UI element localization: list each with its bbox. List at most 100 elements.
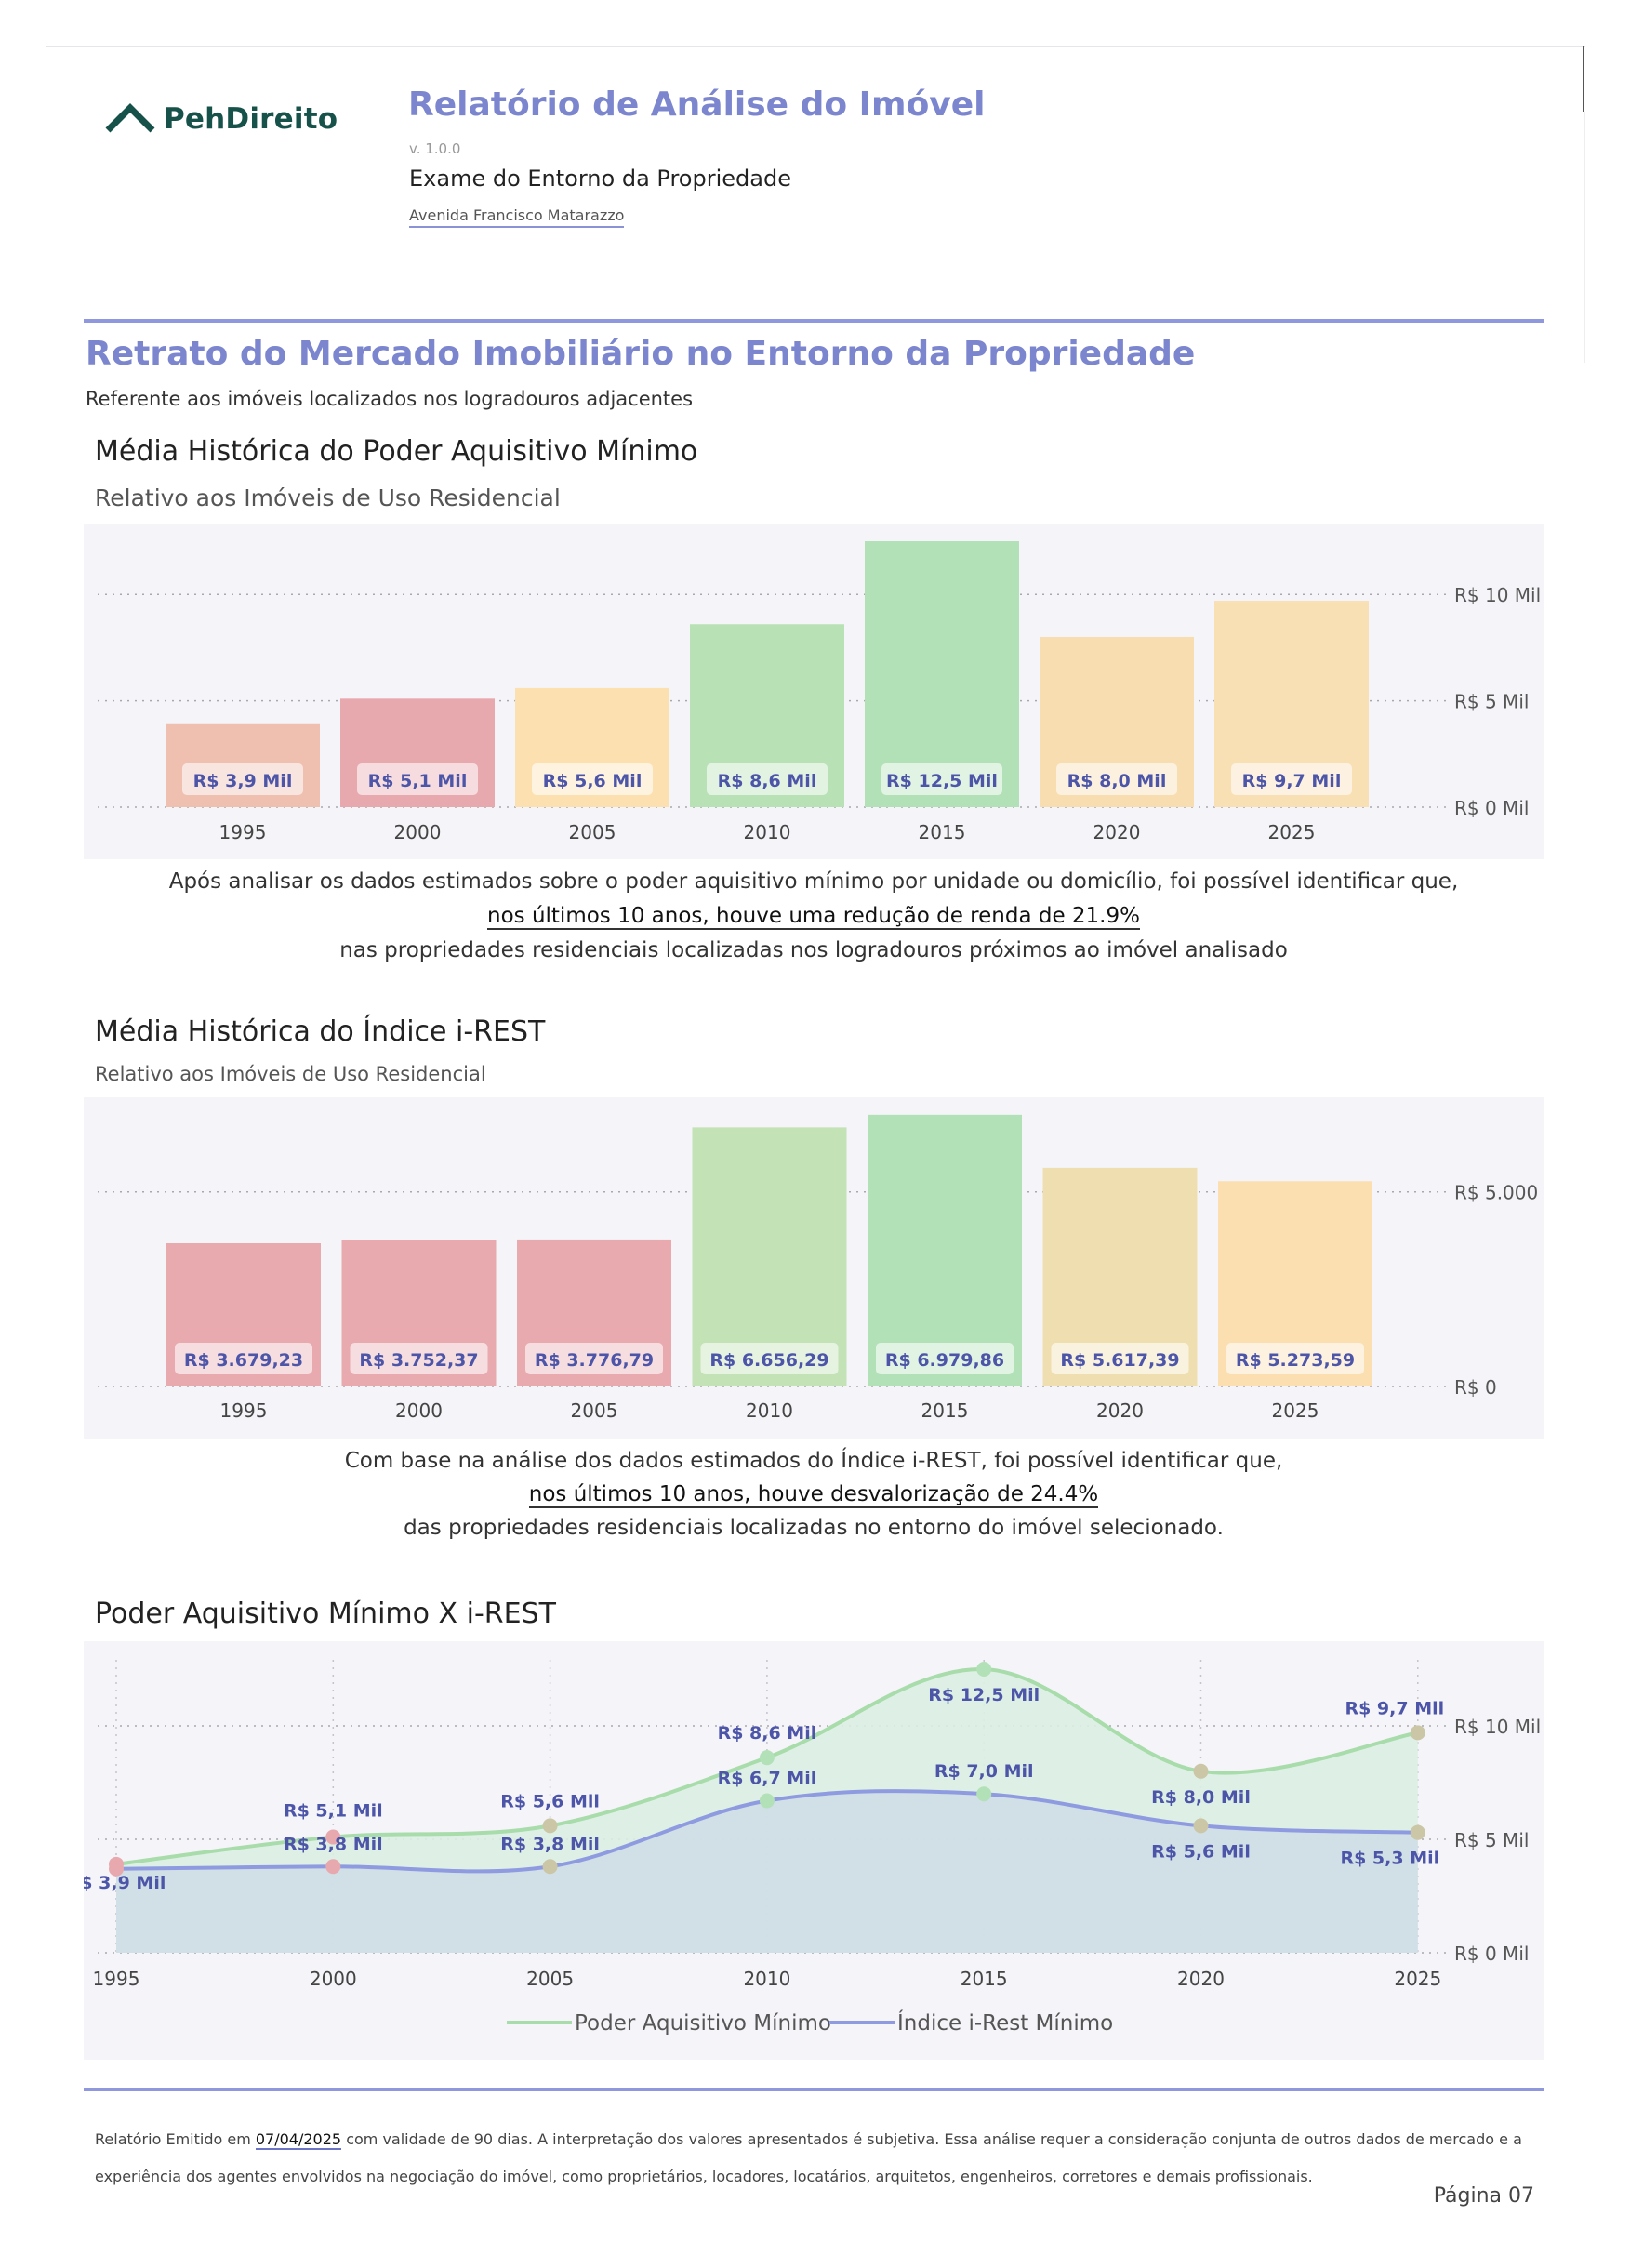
data-label-bg xyxy=(532,763,653,795)
data-label-bg xyxy=(876,1343,1014,1374)
data-point xyxy=(759,1750,775,1766)
footer-disclaimer: Relatório Emitido em 07/04/2025 com vali… xyxy=(95,2121,1527,2195)
page-edge-marker xyxy=(1583,46,1584,112)
x-tick-label: 2020 xyxy=(1093,821,1141,843)
y-tick-label: R$ 5 Mil xyxy=(1454,691,1529,713)
data-label-bg xyxy=(1226,1343,1364,1374)
data-label: R$ 6.656,29 xyxy=(709,1350,828,1371)
chart1-note-line1: Após analisar os dados estimados sobre o… xyxy=(168,869,1459,894)
top-divider xyxy=(46,46,1585,47)
chart2-panel: R$ 0 R$ 5.000 R$ 3.679,23 1995 R$ 3.752,37 20… xyxy=(84,1097,1544,1439)
chart1-title: Média Histórica do Poder Aquisitivo Míni… xyxy=(95,435,698,468)
data-label: R$ 3,9 Mil xyxy=(193,771,293,791)
data-label: R$ 5,1 Mil xyxy=(368,771,468,791)
y-tick-label: R$ 0 Mil xyxy=(1454,797,1529,819)
y-tick-label: R$ 0 Mil xyxy=(1454,1943,1529,1965)
data-label-bg xyxy=(700,1343,839,1374)
data-point xyxy=(976,1786,992,1802)
data-point xyxy=(109,1861,124,1877)
bar xyxy=(865,541,1019,807)
data-label: R$ 12,5 Mil xyxy=(886,771,998,791)
brand-logo: PehDireito xyxy=(104,102,338,136)
data-label-bg xyxy=(881,763,1002,795)
data-label-bg xyxy=(1051,1343,1189,1374)
data-point xyxy=(1193,1763,1209,1779)
x-tick-label: 2010 xyxy=(743,1968,790,1990)
legend-label-series1: Poder Aquisitivo Mínimo xyxy=(575,2011,831,2036)
report-subtitle: Exame do Entorno da Propriedade xyxy=(409,166,791,192)
series1-data-label: R$ 3,9 Mil xyxy=(84,1873,166,1893)
house-roof-icon xyxy=(105,103,155,133)
x-tick-label: 2020 xyxy=(1096,1399,1144,1422)
chart1-note-highlight: nos últimos 10 anos, houve uma redução d… xyxy=(487,904,1140,930)
page-number: Página 07 xyxy=(1433,2184,1534,2208)
x-tick-label: 2000 xyxy=(394,821,442,843)
data-label-bg xyxy=(1056,763,1177,795)
series-area xyxy=(116,1791,1418,1953)
data-label: R$ 5.273,59 xyxy=(1236,1350,1355,1371)
data-label: R$ 3.679,23 xyxy=(184,1350,303,1371)
x-tick-label: 2025 xyxy=(1272,1399,1319,1422)
x-tick-label: 2020 xyxy=(1177,1968,1225,1990)
section-divider xyxy=(84,319,1544,323)
x-tick-label: 2005 xyxy=(571,1399,618,1422)
page-edge-line xyxy=(1584,112,1585,363)
chart2-note-line1: Com base na análise dos dados estimados … xyxy=(344,1449,1283,1473)
chart1-panel: R$ 0 Mil R$ 5 Mil R$ 10 Mil R$ 3,9 Mil 1995 R… xyxy=(84,524,1544,859)
data-label-bg xyxy=(350,1343,488,1374)
data-label-bg xyxy=(182,763,303,795)
data-label-bg xyxy=(707,763,828,795)
x-tick-label: 2000 xyxy=(310,1968,357,1990)
data-label-bg xyxy=(525,1343,663,1374)
series2-data-label: R$ 5,3 Mil xyxy=(1340,1849,1439,1869)
data-point xyxy=(542,1859,558,1875)
x-tick-label: 2025 xyxy=(1394,1968,1441,1990)
chart2-svg: R$ 0 R$ 5.000 R$ 3.679,23 1995 R$ 3.752,37 20… xyxy=(98,1114,1538,1422)
data-point xyxy=(1193,1818,1209,1834)
y-tick-label: R$ 5.000 xyxy=(1454,1182,1538,1204)
x-tick-label: 2010 xyxy=(746,1399,793,1422)
series1-data-label: R$ 12,5 Mil xyxy=(928,1685,1040,1705)
section-title: Retrato do Mercado Imobiliário no Entorn… xyxy=(86,335,1196,373)
series2-data-label: R$ 6,7 Mil xyxy=(718,1769,817,1789)
series2-data-label: R$ 5,6 Mil xyxy=(1151,1841,1251,1862)
y-tick-label: R$ 10 Mil xyxy=(1454,1716,1541,1738)
series1-data-label: R$ 9,7 Mil xyxy=(1345,1698,1444,1718)
data-label-bg xyxy=(175,1343,312,1374)
footer-divider xyxy=(84,2088,1544,2091)
chart1-subtitle: Relativo aos Imóveis de Uso Residencial xyxy=(95,484,561,511)
chart3-title: Poder Aquisitivo Mínimo X i-REST xyxy=(95,1598,556,1630)
chart2-note: Com base na análise dos dados estimados … xyxy=(84,1444,1544,1545)
x-tick-label: 2015 xyxy=(961,1968,1008,1990)
y-tick-label: R$ 5 Mil xyxy=(1454,1829,1529,1851)
data-label: R$ 8,0 Mil xyxy=(1067,771,1167,791)
series1-data-label: R$ 8,6 Mil xyxy=(718,1723,817,1744)
logo-text: PehDireito xyxy=(164,102,338,136)
x-tick-label: 2005 xyxy=(526,1968,574,1990)
property-address: Avenida Francisco Matarazzo xyxy=(409,206,625,228)
footer-text-before: Relatório Emitido em xyxy=(95,2130,251,2148)
data-label: R$ 3.752,37 xyxy=(359,1350,478,1371)
data-label: R$ 5.617,39 xyxy=(1060,1350,1179,1371)
data-point xyxy=(976,1662,992,1677)
data-label: R$ 6.979,86 xyxy=(885,1350,1004,1371)
x-tick-label: 2000 xyxy=(395,1399,443,1422)
data-point xyxy=(325,1829,341,1845)
data-point xyxy=(759,1793,775,1809)
footer-text-after: com validade de 90 dias. A interpretação… xyxy=(95,2130,1522,2185)
series1-data-label: R$ 5,6 Mil xyxy=(500,1791,600,1811)
chart2-note-line3: das propriedades residenciais localizada… xyxy=(404,1516,1224,1540)
chart1-svg: R$ 0 Mil R$ 5 Mil R$ 10 Mil R$ 3,9 Mil 1995 R… xyxy=(98,541,1541,843)
data-label: R$ 3.776,79 xyxy=(535,1350,654,1371)
x-tick-label: 2005 xyxy=(569,821,616,843)
chart3-svg: R$ 0 Mil R$ 5 Mil R$ 10 Mil R$ 3,9 Mil R$ 5,… xyxy=(84,1660,1541,2036)
chart1-note: Após analisar os dados estimados sobre o… xyxy=(84,865,1544,968)
series2-data-label: R$ 3,8 Mil xyxy=(500,1834,600,1854)
x-tick-label: 1995 xyxy=(219,821,267,843)
series2-data-label: R$ 7,0 Mil xyxy=(934,1761,1034,1782)
data-label-bg xyxy=(357,763,478,795)
data-label: R$ 5,6 Mil xyxy=(543,771,643,791)
chart2-title: Média Histórica do Índice i-REST xyxy=(95,1015,546,1048)
data-point xyxy=(325,1859,341,1875)
x-tick-label: 2025 xyxy=(1268,821,1316,843)
